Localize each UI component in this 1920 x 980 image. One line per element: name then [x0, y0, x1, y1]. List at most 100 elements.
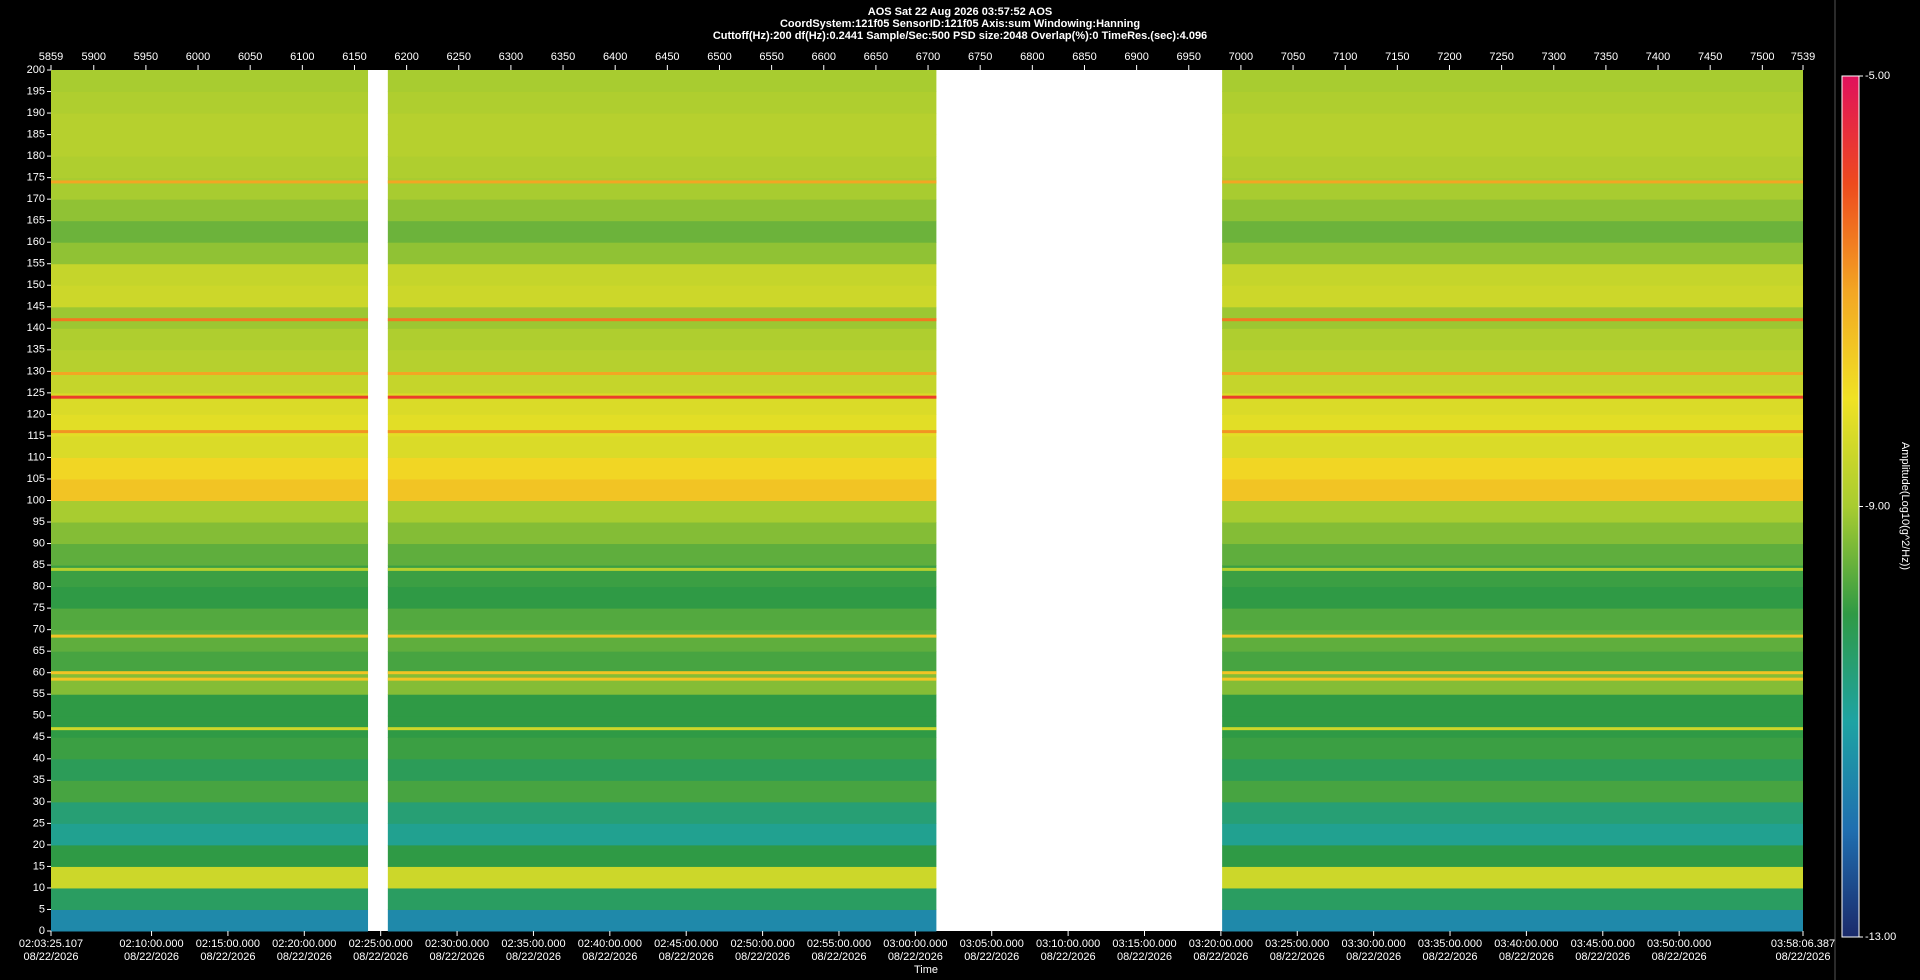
- spectral-line: [51, 677, 369, 681]
- heat-cell: [1222, 478, 1803, 501]
- y-tick-label: 80: [33, 581, 45, 593]
- heat-cell: [51, 306, 369, 329]
- time-tick-date: 08/22/2026: [1346, 951, 1401, 963]
- heat-cell: [387, 285, 937, 308]
- x-axis-label: Time: [914, 964, 938, 976]
- spectral-line: [1222, 671, 1803, 675]
- y-tick-label: 0: [39, 925, 45, 937]
- colorbar-label: Amplitude(Log10(g^2/Hz)): [1899, 442, 1911, 570]
- time-tick-date: 08/22/2026: [1575, 951, 1630, 963]
- heat-cell: [51, 435, 369, 458]
- x-tick-label: 6800: [1020, 51, 1044, 63]
- heat-cell: [387, 887, 937, 910]
- spectral-line: [51, 430, 369, 434]
- spectral-line: [387, 430, 937, 434]
- x-tick-label: 7539: [1791, 51, 1815, 63]
- heat-cell: [1222, 113, 1803, 136]
- spectral-line: [387, 727, 937, 731]
- time-tick-label: 03:40:00.000: [1494, 938, 1558, 950]
- spectral-line: [1222, 395, 1803, 399]
- colorbar-tick-label: -5.00: [1865, 70, 1890, 82]
- colorbar-tick-label: -13.00: [1865, 931, 1896, 943]
- heat-cell: [51, 887, 369, 910]
- y-tick-label: 145: [27, 301, 45, 313]
- spectral-line: [387, 180, 937, 184]
- heat-cell: [51, 457, 369, 480]
- x-tick-label: 6850: [1072, 51, 1096, 63]
- heat-cell: [387, 91, 937, 114]
- heat-cell: [387, 199, 937, 222]
- x-tick-label: 7400: [1646, 51, 1670, 63]
- y-tick-label: 115: [27, 430, 45, 442]
- y-tick-label: 140: [27, 322, 45, 334]
- heat-cell: [1222, 780, 1803, 803]
- heat-cell: [387, 306, 937, 329]
- time-tick-label: 02:45:00.000: [654, 938, 718, 950]
- heat-cell: [387, 435, 937, 458]
- heat-cell: [1222, 823, 1803, 846]
- y-tick-label: 125: [27, 387, 45, 399]
- x-tick-label: 6250: [447, 51, 471, 63]
- heat-cell: [387, 866, 937, 889]
- y-tick-label: 180: [27, 150, 45, 162]
- y-tick-label: 160: [27, 236, 45, 248]
- heat-cell: [1222, 844, 1803, 867]
- heat-cell: [51, 328, 369, 351]
- heat-cell: [51, 715, 369, 738]
- heat-cell: [387, 134, 937, 157]
- heat-cell: [1222, 457, 1803, 480]
- spectral-line: [51, 180, 369, 184]
- spectral-line: [1222, 430, 1803, 434]
- time-tick-label: 02:35:00.000: [501, 938, 565, 950]
- time-tick-date: 08/22/2026: [1270, 951, 1325, 963]
- heat-cell: [387, 694, 937, 717]
- heat-cell: [1222, 349, 1803, 372]
- heat-cell: [1222, 371, 1803, 394]
- heat-cell: [1222, 70, 1803, 93]
- heat-cell: [1222, 500, 1803, 523]
- time-tick-date: 08/22/2026: [200, 951, 255, 963]
- y-tick-label: 10: [33, 882, 45, 894]
- heat-cell: [51, 285, 369, 308]
- spectral-line: [51, 634, 369, 638]
- x-tick-label: 6200: [394, 51, 418, 63]
- spectral-line: [51, 372, 369, 376]
- time-tick-date: 08/22/2026: [430, 951, 485, 963]
- time-tick-date: 08/22/2026: [1652, 951, 1707, 963]
- y-tick-label: 150: [27, 279, 45, 291]
- y-tick-label: 170: [27, 193, 45, 205]
- spectral-line: [387, 671, 937, 675]
- heat-cell: [387, 758, 937, 781]
- time-tick-date: 08/22/2026: [811, 951, 866, 963]
- time-tick-date: 08/22/2026: [659, 951, 714, 963]
- heat-cell: [387, 371, 937, 394]
- chart-subtitle: CoordSystem:121f05 SensorID:121f05 Axis:…: [780, 18, 1140, 30]
- y-tick-label: 25: [33, 817, 45, 829]
- heat-cell: [1222, 758, 1803, 781]
- heat-cell: [51, 737, 369, 760]
- x-tick-label: 6500: [707, 51, 731, 63]
- heat-cell: [387, 844, 937, 867]
- y-tick-label: 40: [33, 753, 45, 765]
- time-tick-label: 02:50:00.000: [730, 938, 794, 950]
- y-tick-label: 90: [33, 537, 45, 549]
- x-tick-label: 6050: [238, 51, 262, 63]
- spectral-line: [1222, 727, 1803, 731]
- heat-cell: [51, 780, 369, 803]
- heat-cell: [387, 156, 937, 179]
- spectral-line: [51, 671, 369, 675]
- heat-cell: [51, 758, 369, 781]
- time-tick-label: 03:10:00.000: [1036, 938, 1100, 950]
- time-tick-label: 03:58:06.387: [1771, 938, 1835, 950]
- time-tick-label: 03:05:00.000: [960, 938, 1024, 950]
- x-tick-label: 5859: [39, 51, 63, 63]
- x-tick-label: 6100: [290, 51, 314, 63]
- heat-cell: [1222, 242, 1803, 265]
- heat-cell: [51, 586, 369, 609]
- heat-cell: [51, 91, 369, 114]
- spectral-line: [387, 395, 937, 399]
- y-tick-label: 15: [33, 860, 45, 872]
- heat-cell: [387, 543, 937, 566]
- x-tick-label: 6300: [499, 51, 523, 63]
- y-tick-label: 30: [33, 796, 45, 808]
